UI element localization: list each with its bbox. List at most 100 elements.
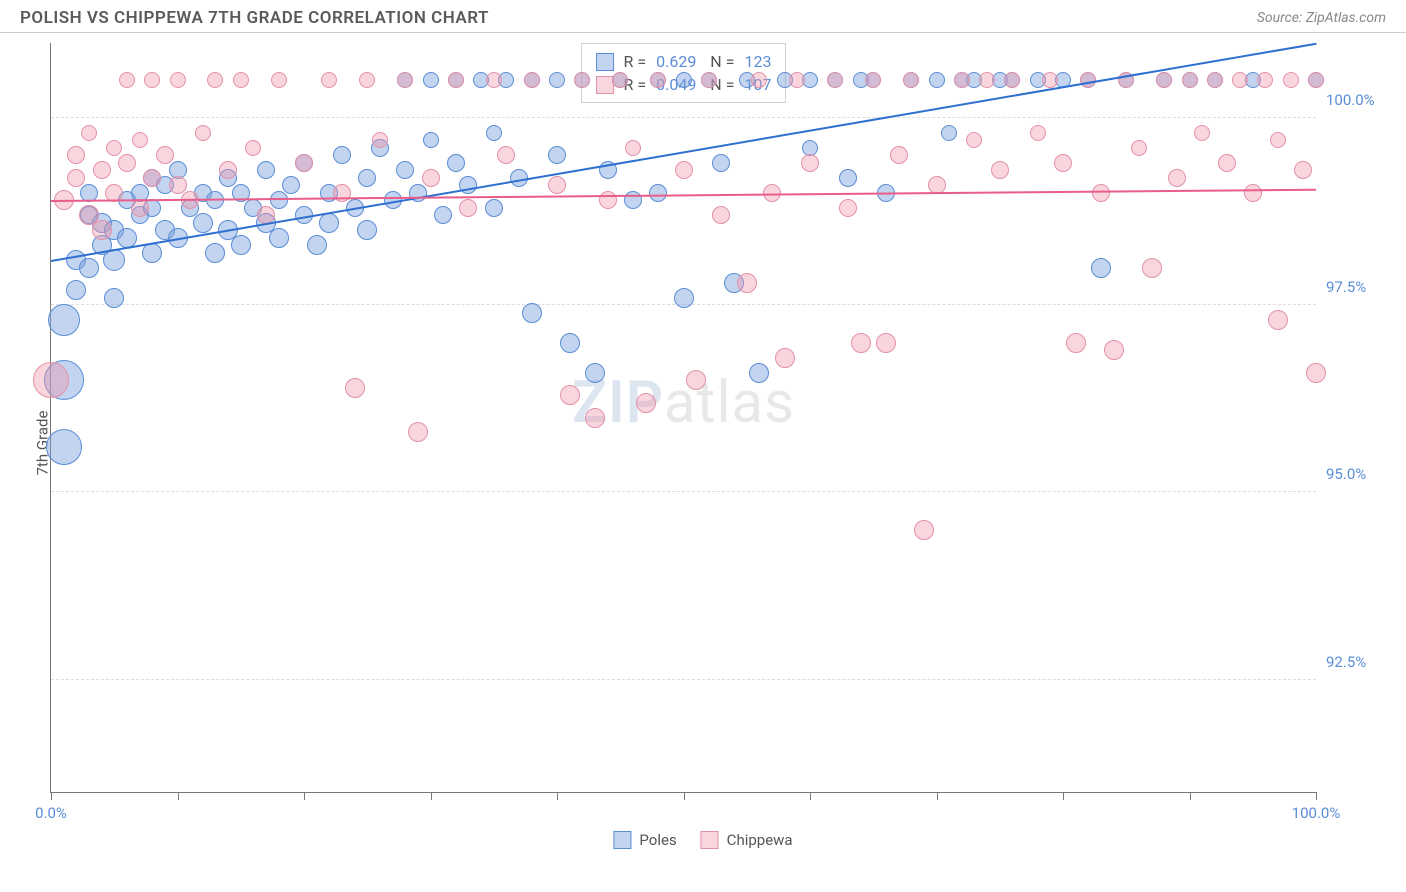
data-point [269,228,289,248]
data-point [548,146,566,164]
data-point [1270,132,1286,148]
data-point [876,333,896,353]
data-point [170,72,186,88]
data-point [1218,154,1236,172]
data-point [459,176,477,194]
data-point [357,220,377,240]
watermark-atlas: atlas [664,369,795,437]
data-point [104,288,124,308]
data-point [33,362,69,398]
data-point [676,72,692,88]
data-point [1054,154,1072,172]
stats-row: R =0.629 N =123 [596,50,772,73]
data-point [397,72,413,88]
data-point [169,176,187,194]
data-point [156,146,174,164]
grid-line [51,117,1316,118]
source-prefix: Source: [1257,10,1306,26]
data-point [205,243,225,263]
data-point [524,72,540,88]
data-point [233,72,249,88]
data-point [585,408,605,428]
data-point [459,199,477,217]
data-point [1092,184,1110,202]
legend-swatch [596,76,614,94]
data-point [574,72,590,88]
data-point [789,72,805,88]
data-point [1182,72,1198,88]
data-point [295,154,313,172]
data-point [321,72,337,88]
data-point [827,72,843,88]
legend-swatch [613,831,631,849]
data-point [132,132,148,148]
data-point [270,191,288,209]
data-point [345,378,365,398]
data-point [408,422,428,442]
data-point [1004,72,1020,88]
data-point [585,363,605,383]
data-point [448,72,464,88]
data-point [207,72,223,88]
data-point [675,161,693,179]
source-name: ZipAtlas.com [1306,10,1386,26]
data-point [67,169,85,187]
y-tick-label: 95.0% [1326,465,1396,483]
data-point [712,154,730,172]
y-tick-label: 97.5% [1326,278,1396,296]
data-point [674,288,694,308]
data-point [851,333,871,353]
data-point [1104,340,1124,360]
data-point [751,72,767,88]
data-point [66,280,86,300]
data-point [106,140,122,156]
data-point [839,199,857,217]
chart-container: 7th Grade ZIPatlas R =0.629 N =123R =0.0… [0,33,1406,853]
data-point [865,72,881,88]
data-point [775,348,795,368]
data-point [193,213,213,233]
data-point [271,72,287,88]
data-point [423,132,439,148]
data-point [701,72,717,88]
data-point [359,72,375,88]
data-point [1306,363,1326,383]
legend-item: Chippewa [701,831,793,849]
data-point [625,140,641,156]
data-point [46,429,82,465]
data-point [195,125,211,141]
data-point [929,72,945,88]
data-point [979,72,995,88]
grid-line [51,679,1316,680]
data-point [119,72,135,88]
data-point [991,161,1009,179]
data-point [954,72,970,88]
legend-swatch [596,53,614,71]
data-point [486,72,502,88]
legend-item: Poles [613,831,676,849]
x-tick-label: 0.0% [35,804,67,822]
legend-label: Poles [639,831,676,849]
source-attribution: Source: ZipAtlas.com [1257,10,1386,26]
x-tick [178,792,179,800]
stats-n-value: 123 [744,52,771,71]
data-point [245,140,261,156]
data-point [372,132,388,148]
data-point [307,235,327,255]
data-point [1194,125,1210,141]
data-point [1091,258,1111,278]
y-tick-label: 100.0% [1326,91,1396,109]
data-point [447,154,465,172]
data-point [749,363,769,383]
x-tick [684,792,685,800]
data-point [1268,310,1288,330]
data-point [93,161,111,179]
data-point [422,169,440,187]
chart-header: POLISH VS CHIPPEWA 7TH GRADE CORRELATION… [0,0,1406,33]
data-point [548,176,566,194]
data-point [1030,125,1046,141]
data-point [396,161,414,179]
data-point [282,176,300,194]
data-point [118,154,136,172]
legend-label: Chippewa [727,831,793,849]
